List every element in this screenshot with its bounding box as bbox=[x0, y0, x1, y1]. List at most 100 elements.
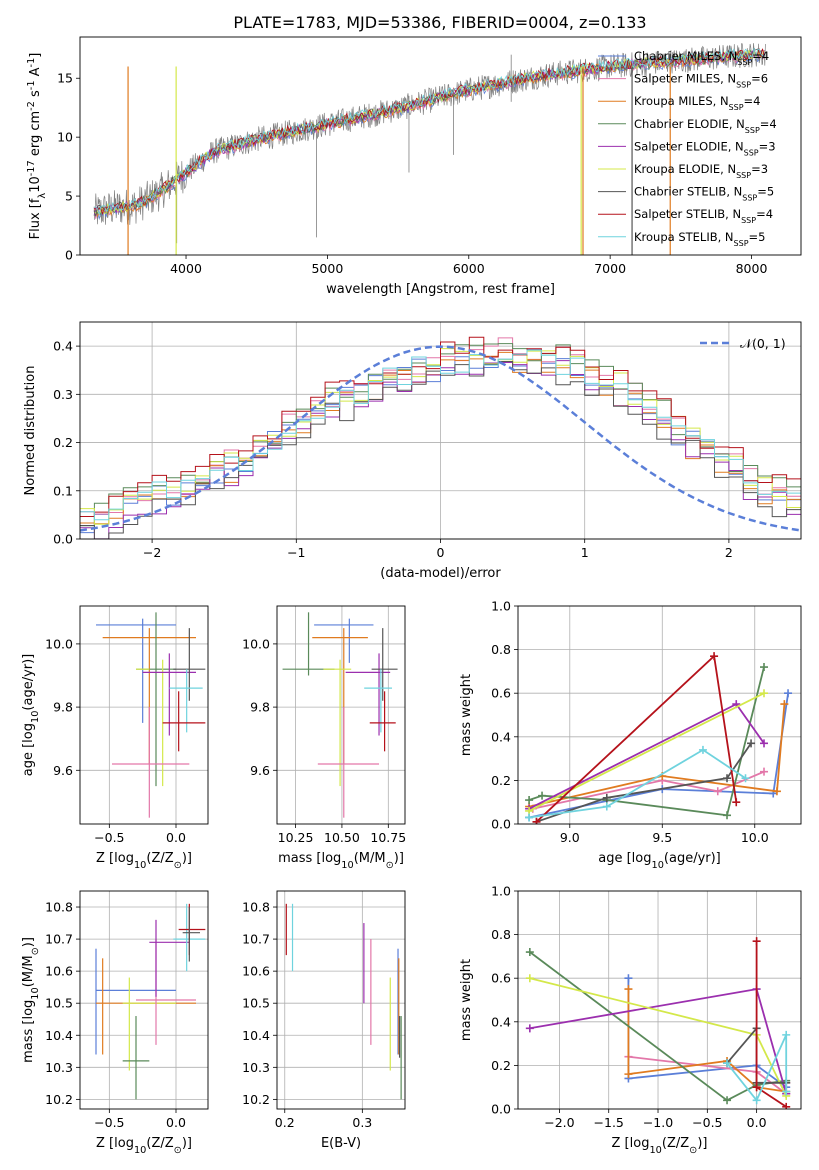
weight-marker bbox=[782, 1030, 791, 1039]
weight-line bbox=[528, 748, 746, 819]
legend-label: Chabrier ELODIE, NSSP=4 bbox=[634, 117, 777, 135]
x-tick-label: 10.25 bbox=[278, 830, 314, 845]
y-tick-label: 10.4 bbox=[242, 1028, 270, 1043]
panel-spectrum: 4000 5000 6000 7000 8000 0 5 10 15 wavelength [An… bbox=[26, 36, 802, 297]
x-axis-label: Z [log10(Z/Z⊙)] bbox=[96, 851, 192, 871]
y-tick-label: 9.6 bbox=[53, 763, 73, 778]
panel-weight-vs-age: 9.0 9.5 10.0 0.0 0.2 0.4 0.6 0.8 1.0 age [log10(a… bbox=[459, 599, 802, 871]
weight-marker bbox=[698, 745, 707, 754]
weight-marker bbox=[602, 793, 611, 802]
plot-area bbox=[80, 336, 801, 539]
weight-marker bbox=[760, 663, 769, 672]
plot-area bbox=[96, 612, 206, 818]
weight-marker bbox=[624, 985, 633, 994]
weight-marker bbox=[525, 948, 534, 957]
x-tick-label: −2 bbox=[143, 545, 161, 560]
y-tick-label: 0.4 bbox=[491, 729, 511, 744]
x-tick-label: −0.5 bbox=[692, 1115, 722, 1130]
x-axis-label: Z [log10(Z/Z⊙)] bbox=[96, 1136, 192, 1156]
x-tick-label: −1 bbox=[287, 545, 305, 560]
plot-area bbox=[95, 903, 206, 1100]
histogram-step bbox=[80, 349, 801, 521]
panel-residual-distribution: −2 −1 0 1 2 0.0 0.1 0.2 0.3 0.4 (data-model)/error… bbox=[23, 321, 802, 581]
axes-frame bbox=[79, 36, 802, 256]
legend-label: Salpeter ELODIE, NSSP=3 bbox=[634, 139, 776, 157]
y-tick-label: 10.4 bbox=[45, 1028, 73, 1043]
y-tick-label: 0.2 bbox=[491, 1058, 511, 1073]
plot-area bbox=[525, 937, 791, 1109]
y-tick-label: 5 bbox=[65, 189, 73, 204]
y-tick-label: 9.8 bbox=[250, 700, 270, 715]
x-tick-label: 7000 bbox=[594, 261, 626, 276]
x-tick-label: −0.5 bbox=[94, 1115, 124, 1130]
plot-area bbox=[285, 903, 402, 1100]
x-tick-label: 0 bbox=[437, 545, 445, 560]
y-tick-label: 1.0 bbox=[491, 599, 511, 614]
y-tick-label: 10.0 bbox=[45, 636, 73, 651]
x-tick-label: −1.0 bbox=[643, 1115, 673, 1130]
y-axis-label: Flux [fλ10-17 erg cm-2 s-1 A-1] bbox=[26, 53, 48, 240]
y-tick-label: 0.6 bbox=[491, 971, 511, 986]
y-tick-label: 10.3 bbox=[242, 1060, 270, 1075]
axes-frame bbox=[79, 321, 802, 540]
x-tick-label: 0.0 bbox=[747, 1115, 767, 1130]
y-tick-label: 0.6 bbox=[491, 686, 511, 701]
x-tick-label: 0.3 bbox=[352, 1115, 372, 1130]
y-axis-label: mass weight bbox=[459, 674, 474, 756]
y-tick-label: 10.8 bbox=[45, 900, 73, 915]
weight-marker bbox=[538, 791, 547, 800]
weight-marker bbox=[772, 787, 781, 796]
x-tick-label: 5000 bbox=[311, 261, 343, 276]
panel-age-vs-mass: 10.25 10.50 10.75 9.6 9.8 10.0 mass [log10(M/M… bbox=[242, 605, 406, 871]
panel-mass-vs-extinction: 0.2 0.3 10.2 10.3 10.4 10.5 10.6 10.7 10.8 E(B-V) bbox=[242, 890, 406, 1151]
axes-frame bbox=[79, 890, 209, 1110]
y-tick-label: 0.3 bbox=[53, 387, 73, 402]
weight-marker bbox=[710, 652, 719, 661]
y-tick-label: 10.6 bbox=[242, 964, 270, 979]
weight-marker bbox=[602, 802, 611, 811]
y-tick-label: 10.5 bbox=[242, 996, 270, 1011]
weight-line bbox=[532, 770, 765, 810]
gaussian-curve bbox=[80, 345, 801, 532]
legend-label: Chabrier MILES, NSSP=4 bbox=[634, 49, 769, 67]
y-tick-label: 0 bbox=[65, 248, 73, 263]
x-axis-label: age [log10(age/yr)] bbox=[598, 851, 721, 871]
histogram-step bbox=[80, 336, 801, 517]
weight-marker bbox=[723, 811, 732, 820]
x-tick-label: 2 bbox=[725, 545, 733, 560]
y-tick-label: 10.6 bbox=[45, 964, 73, 979]
weight-marker bbox=[525, 974, 534, 983]
y-tick-label: 10.2 bbox=[45, 1092, 73, 1107]
x-tick-label: 4000 bbox=[170, 261, 202, 276]
y-tick-label: 0.1 bbox=[53, 483, 73, 498]
weight-marker bbox=[784, 689, 793, 698]
y-tick-label: 10.5 bbox=[45, 996, 73, 1011]
weight-marker bbox=[713, 787, 722, 796]
weight-marker bbox=[723, 1059, 732, 1068]
y-tick-label: 10.2 bbox=[242, 1092, 270, 1107]
x-axis-label: mass [log10(M/M⊙)] bbox=[278, 851, 404, 871]
y-tick-label: 15 bbox=[57, 71, 73, 86]
weight-marker bbox=[780, 700, 789, 709]
x-tick-label: 10.50 bbox=[324, 830, 360, 845]
weight-marker bbox=[532, 817, 541, 824]
weight-marker bbox=[741, 774, 750, 783]
histogram-step bbox=[80, 348, 801, 534]
model-spectrum-line bbox=[93, 48, 765, 216]
x-tick-label: 8000 bbox=[736, 261, 768, 276]
x-tick-label: 0.2 bbox=[275, 1115, 295, 1130]
weight-marker bbox=[624, 974, 633, 983]
weight-line bbox=[536, 742, 752, 823]
axes-frame bbox=[276, 890, 406, 1110]
y-tick-label: 10.7 bbox=[45, 932, 73, 947]
panel-age-vs-metallicity: −0.5 0.0 9.6 9.8 10.0 Z [log10(Z/Z⊙)] age [log… bbox=[21, 605, 209, 871]
model-spectrum-line bbox=[93, 49, 765, 216]
weight-marker bbox=[723, 774, 732, 783]
y-tick-label: 10.3 bbox=[45, 1060, 73, 1075]
weight-marker bbox=[782, 1102, 791, 1109]
x-tick-label: 0.0 bbox=[166, 830, 186, 845]
legend-label: Chabrier STELIB, NSSP=5 bbox=[634, 185, 774, 203]
x-tick-label: 10.75 bbox=[370, 830, 406, 845]
axes-frame bbox=[79, 605, 209, 825]
